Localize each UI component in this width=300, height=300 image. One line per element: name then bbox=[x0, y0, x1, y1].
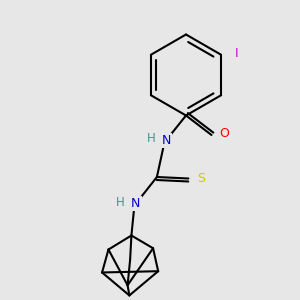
Text: N: N bbox=[162, 134, 172, 147]
Text: S: S bbox=[197, 172, 205, 185]
Text: O: O bbox=[219, 127, 229, 140]
Text: H: H bbox=[116, 196, 124, 209]
Text: I: I bbox=[235, 47, 238, 60]
Text: N: N bbox=[131, 197, 141, 210]
Text: H: H bbox=[146, 132, 155, 146]
